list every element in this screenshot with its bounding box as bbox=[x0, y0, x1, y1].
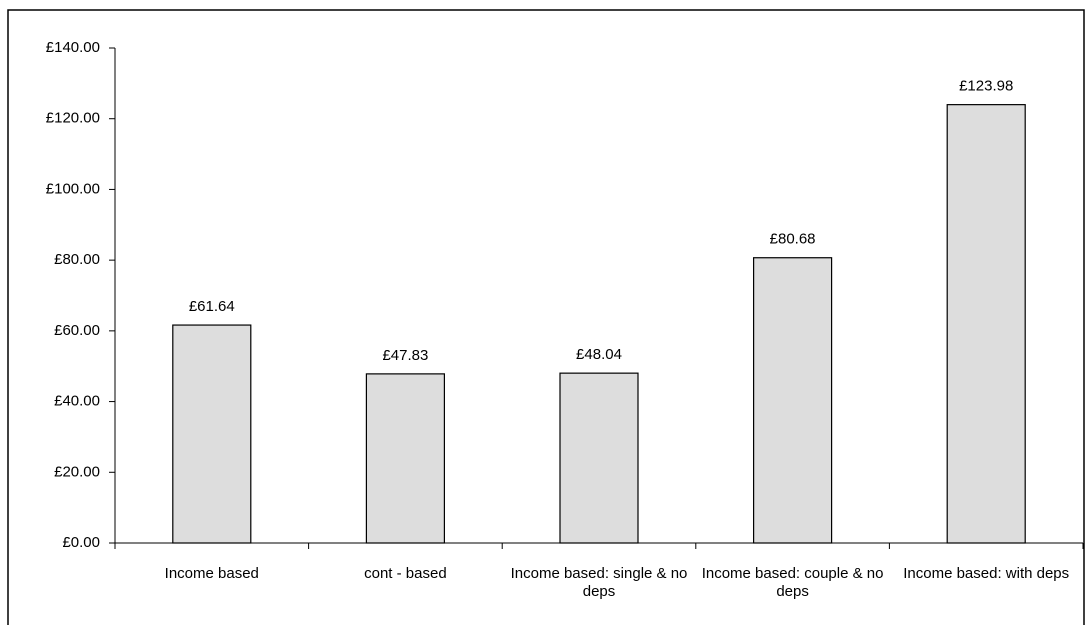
x-tick-label: Income based: couple & no deps bbox=[701, 565, 884, 600]
bar bbox=[172, 324, 252, 544]
y-tick-label: £120.00 bbox=[46, 110, 100, 127]
y-tick-label: £140.00 bbox=[46, 39, 100, 56]
y-tick-label: £20.00 bbox=[54, 463, 100, 480]
y-tick-label: £100.00 bbox=[46, 180, 100, 197]
bar bbox=[365, 373, 445, 544]
y-tick-label: £80.00 bbox=[54, 251, 100, 268]
bar bbox=[752, 257, 833, 544]
y-tick-label: £40.00 bbox=[54, 393, 100, 410]
x-tick-label: Income based bbox=[164, 565, 259, 582]
data-label: £61.64 bbox=[189, 298, 235, 315]
y-tick-label: £60.00 bbox=[54, 322, 100, 339]
bar bbox=[946, 104, 1026, 544]
data-label: £47.83 bbox=[382, 347, 428, 364]
chart-frame bbox=[7, 9, 1085, 625]
x-tick-label: Income based: single & no deps bbox=[510, 565, 688, 600]
y-tick-label: £0.00 bbox=[62, 534, 100, 551]
data-label: £80.68 bbox=[770, 231, 816, 248]
data-label: £123.98 bbox=[959, 78, 1013, 95]
bar bbox=[559, 372, 639, 544]
data-label: £48.04 bbox=[576, 346, 622, 363]
x-tick-label: cont - based bbox=[364, 565, 447, 582]
x-tick-label: Income based: with deps bbox=[903, 565, 1070, 582]
